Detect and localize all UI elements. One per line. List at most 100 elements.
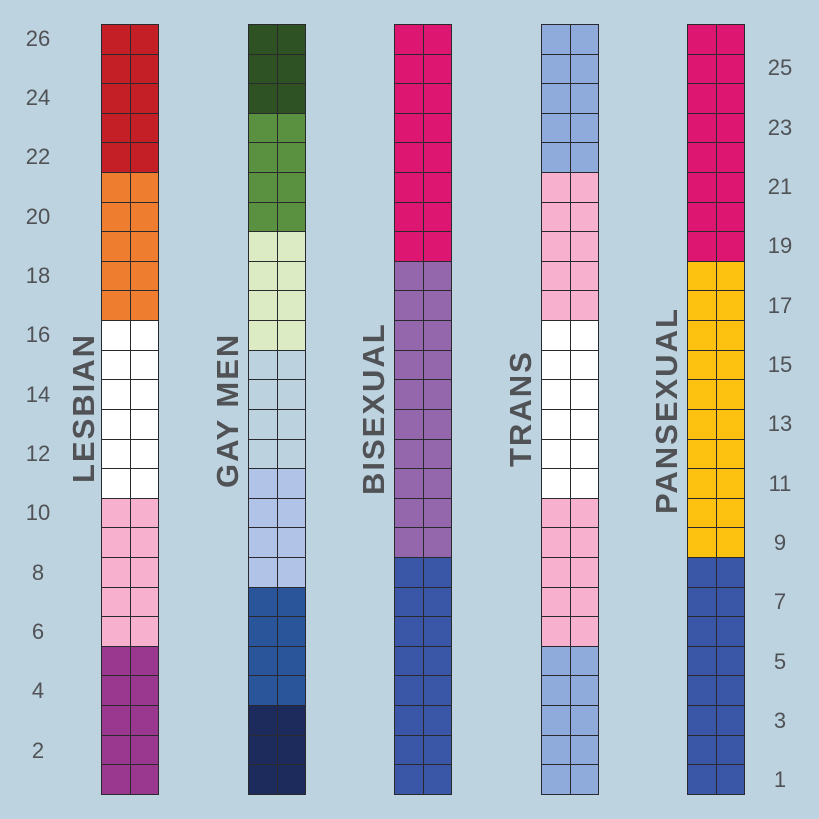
axis-tick-label: 1 bbox=[773, 767, 787, 793]
grid-cell bbox=[688, 617, 716, 646]
grid-row bbox=[395, 379, 451, 409]
grid-cell bbox=[715, 617, 744, 646]
grid-cell bbox=[395, 202, 423, 232]
grid-cell bbox=[276, 380, 305, 409]
grid-row bbox=[395, 468, 451, 498]
grid-cell bbox=[249, 439, 277, 469]
grid-cell bbox=[249, 587, 277, 617]
grid-cell bbox=[249, 469, 277, 498]
grid-row bbox=[102, 675, 158, 706]
grid-cell bbox=[715, 261, 744, 291]
grid-cell bbox=[249, 321, 277, 350]
grid-cell bbox=[249, 143, 277, 173]
grid-cell bbox=[542, 557, 570, 587]
grid-cell bbox=[102, 706, 130, 735]
grid-cell bbox=[102, 84, 130, 113]
grid-row bbox=[542, 83, 598, 113]
grid-cell bbox=[129, 439, 158, 469]
grid-cell bbox=[715, 557, 744, 587]
grid-cell bbox=[715, 439, 744, 469]
grid-cell bbox=[422, 350, 451, 380]
grid-cell bbox=[395, 498, 423, 528]
grid-cell bbox=[102, 765, 130, 794]
grid-cell bbox=[422, 202, 451, 232]
grid-cell bbox=[249, 557, 277, 587]
grid-cell bbox=[422, 291, 451, 321]
grid-cell bbox=[715, 469, 744, 498]
grid-row bbox=[395, 25, 451, 54]
flag-column-lesbian bbox=[101, 24, 159, 795]
grid-cell bbox=[276, 676, 305, 706]
grid-cell bbox=[422, 528, 451, 557]
grid-cell bbox=[129, 84, 158, 113]
grid-cell bbox=[276, 350, 305, 380]
grid-row bbox=[102, 497, 158, 528]
grid-cell bbox=[569, 232, 598, 261]
grid-cell bbox=[249, 765, 277, 794]
grid-cell bbox=[102, 617, 130, 646]
grid-cell bbox=[249, 735, 277, 765]
grid-cell bbox=[715, 202, 744, 232]
grid-cell bbox=[715, 409, 744, 439]
grid-cell bbox=[688, 291, 716, 321]
grid-cell bbox=[129, 587, 158, 617]
grid-cell bbox=[249, 528, 277, 557]
grid-cell bbox=[395, 706, 423, 735]
grid-row bbox=[542, 705, 598, 735]
grid-cell bbox=[569, 261, 598, 291]
grid-cell bbox=[715, 25, 744, 54]
grid-cell bbox=[395, 321, 423, 350]
grid-cell bbox=[715, 54, 744, 84]
grid-cell bbox=[249, 498, 277, 528]
grid-cell bbox=[129, 498, 158, 528]
grid-row bbox=[102, 764, 158, 794]
grid-cell bbox=[249, 380, 277, 409]
grid-cell bbox=[395, 765, 423, 794]
grid-row bbox=[102, 705, 158, 735]
grid-row bbox=[102, 25, 158, 54]
grid-cell bbox=[129, 173, 158, 202]
grid-row bbox=[249, 201, 305, 232]
grid-cell bbox=[715, 528, 744, 557]
grid-row bbox=[542, 172, 598, 202]
grid-row bbox=[688, 556, 744, 587]
grid-cell bbox=[542, 587, 570, 617]
grid-cell bbox=[542, 291, 570, 321]
grid-row bbox=[542, 320, 598, 350]
grid-cell bbox=[542, 706, 570, 735]
grid-cell bbox=[102, 469, 130, 498]
grid-row bbox=[102, 231, 158, 261]
grid-cell bbox=[395, 587, 423, 617]
grid-cell bbox=[542, 765, 570, 794]
grid-row bbox=[688, 260, 744, 291]
grid-cell bbox=[249, 232, 277, 261]
grid-cell bbox=[688, 350, 716, 380]
grid-row bbox=[395, 764, 451, 794]
grid-row bbox=[395, 675, 451, 706]
grid-cell bbox=[715, 587, 744, 617]
grid-cell bbox=[422, 173, 451, 202]
grid-cell bbox=[569, 54, 598, 84]
grid-row bbox=[542, 675, 598, 706]
grid-cell bbox=[129, 617, 158, 646]
grid-row bbox=[395, 527, 451, 557]
grid-cell bbox=[276, 439, 305, 469]
grid-cell bbox=[395, 25, 423, 54]
axis-tick-label: 18 bbox=[25, 263, 51, 289]
grid-cell bbox=[542, 735, 570, 765]
grid-cell bbox=[276, 469, 305, 498]
grid-row bbox=[249, 616, 305, 646]
grid-row bbox=[102, 556, 158, 587]
grid-cell bbox=[276, 113, 305, 143]
grid-cell bbox=[422, 439, 451, 469]
axis-tick-label: 5 bbox=[773, 648, 787, 674]
grid-cell bbox=[102, 528, 130, 557]
axis-tick-label: 8 bbox=[31, 559, 45, 585]
flag-column-gay-men bbox=[248, 24, 306, 795]
grid-cell bbox=[249, 291, 277, 321]
grid-row bbox=[102, 527, 158, 557]
grid-cell bbox=[422, 646, 451, 676]
grid-row bbox=[249, 320, 305, 350]
grid-row bbox=[688, 527, 744, 557]
flag-label: PANSEXUAL bbox=[649, 307, 684, 514]
